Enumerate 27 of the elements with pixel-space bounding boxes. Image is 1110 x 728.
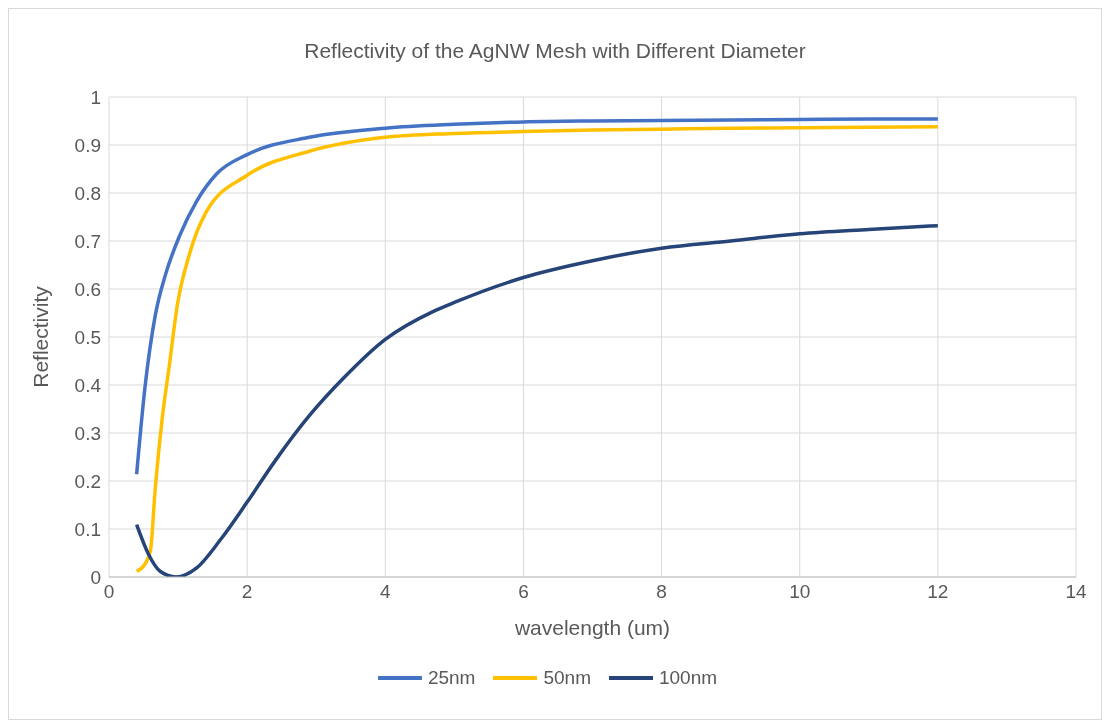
x-tick-label: 4 [380,581,391,603]
y-tick-label: 1 [90,86,101,108]
y-tick-label: 0.6 [74,278,101,300]
x-tick-label: 10 [789,581,811,603]
x-tick-label: 8 [656,581,667,603]
y-tick-label: 0.7 [74,230,101,252]
line-series [134,117,940,477]
x-tick-label: 12 [927,581,949,603]
legend-label: 25nm [427,667,476,689]
y-tick-label: 0.4 [74,374,102,396]
x-axis-title: wavelength (um) [513,616,671,639]
line-series [134,125,940,573]
legend-label: 100nm [658,667,718,689]
chart-title: Reflectivity of the AgNW Mesh with Different Diameter [303,39,807,63]
y-tick-label: 0.5 [74,326,101,348]
legend-label: 50nm [543,667,591,689]
y-axis-title: Reflectivity [29,285,53,388]
y-tick-label: 0.9 [74,134,101,156]
x-tick-label: 6 [518,581,529,603]
x-tick-label: 2 [241,581,253,603]
y-tick-label: 0.2 [74,470,101,492]
y-tick-label: 0.1 [74,518,101,540]
line-series [134,223,940,577]
x-tick-label: 14 [1065,581,1087,603]
y-tick-label: 0.8 [74,182,101,204]
y-tick-label: 0.3 [74,422,101,444]
y-tick-label: 0 [90,566,101,588]
